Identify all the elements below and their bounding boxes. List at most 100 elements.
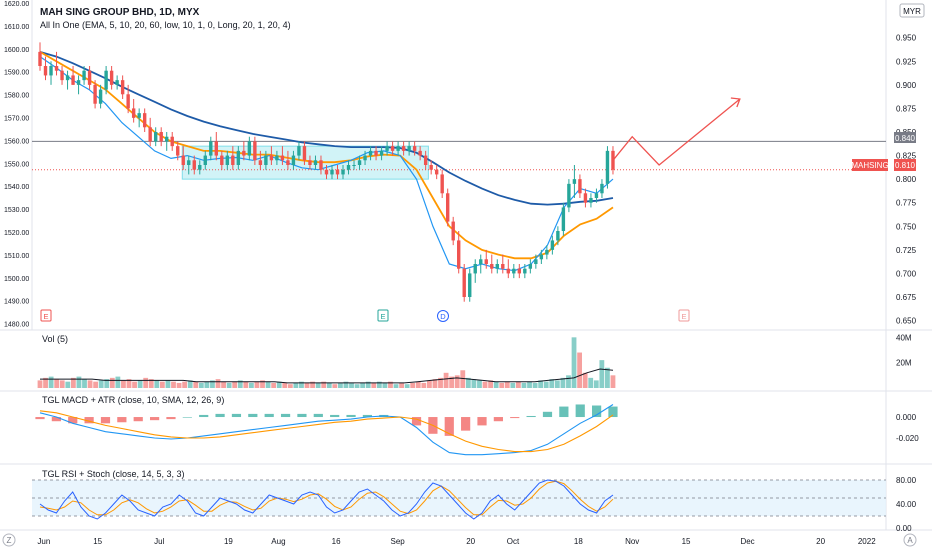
right-axis-tick: 0.725 (896, 246, 917, 255)
candle-body (512, 268, 516, 274)
macd-histogram-bar (526, 415, 536, 418)
macd-histogram-bar (362, 414, 373, 418)
volume-bar (343, 381, 349, 388)
candle-body (407, 146, 411, 151)
volume-bar (415, 381, 421, 388)
auto-scale-icon[interactable]: A (903, 533, 917, 547)
volume-bar (393, 384, 399, 388)
volume-ma-line (40, 368, 614, 384)
volume-bar (532, 382, 538, 388)
volume-pane[interactable] (37, 337, 616, 388)
candle-body (126, 94, 130, 109)
candle-body (165, 136, 169, 142)
event-marker-label: E (43, 312, 48, 321)
candle-body (423, 155, 428, 165)
svg-text:A: A (907, 536, 913, 545)
right-axis-tick: 0.700 (896, 269, 917, 278)
candle-body (142, 113, 147, 128)
candle-body (297, 146, 301, 156)
left-axis-tick: 1500.00 (4, 276, 29, 283)
volume-bar (265, 381, 271, 388)
candle-body (468, 273, 472, 297)
volume-bar (48, 376, 54, 388)
right-axis-tick: 0.800 (896, 175, 917, 184)
volume-bar (410, 382, 416, 388)
macd-histogram-bar (280, 413, 291, 418)
right-axis-tick: 0.825 (896, 152, 917, 161)
volume-bar (43, 377, 48, 388)
signal-line (39, 410, 614, 453)
candle-body (302, 146, 307, 161)
candle-body (71, 75, 75, 85)
currency-badge[interactable] (899, 3, 925, 18)
volume-bar (605, 367, 610, 388)
volume-bar (176, 382, 182, 388)
symbol-tag (852, 159, 888, 171)
candle-body (87, 70, 92, 85)
candle-body (269, 155, 274, 161)
candle-body (517, 268, 522, 274)
zoom-icon[interactable]: Z (2, 533, 16, 547)
resistance-price-label: 0.840 (895, 134, 916, 143)
candle-body (528, 264, 533, 269)
left-axis-tick: 1610.00 (4, 24, 29, 31)
volume-bar (432, 379, 438, 388)
right-axis-tick: 0.900 (896, 81, 917, 90)
volume-bar (287, 384, 293, 388)
volume-bar (549, 379, 555, 388)
candle-body (556, 231, 560, 241)
macd-histogram-bar (117, 417, 127, 423)
volume-bar (148, 379, 154, 388)
left-axis-tick: 1600.00 (4, 47, 29, 54)
candle-body (181, 155, 185, 165)
candle-body (534, 259, 538, 264)
candle-body (594, 193, 599, 198)
x-axis-tick: Oct (507, 537, 520, 546)
macd-histogram-bar (100, 417, 111, 424)
candle-body (434, 169, 439, 175)
candle-body (600, 183, 604, 194)
volume-bar (232, 381, 238, 388)
candle-body (363, 155, 367, 161)
macd-histogram-bar (313, 413, 323, 418)
candle-body (539, 254, 544, 260)
volume-bar (482, 381, 488, 388)
macd-histogram-bar (608, 406, 618, 418)
volume-bar (137, 380, 143, 388)
candle-body (187, 160, 191, 165)
volume-bar (599, 360, 605, 388)
candle-body (148, 127, 152, 142)
candle-body (385, 146, 389, 151)
volume-bar (371, 382, 377, 388)
event-marker-label: E (380, 312, 385, 321)
volume-bar (154, 380, 160, 388)
candle-body (578, 179, 582, 194)
volume-bar (293, 382, 299, 388)
candle-body (170, 136, 174, 147)
volume-bar (70, 377, 76, 388)
volume-bar (87, 380, 93, 388)
volume-bar (54, 379, 60, 388)
left-axis-tick: 1490.00 (4, 299, 29, 306)
rsi-pane[interactable] (32, 479, 886, 520)
candle-body (176, 146, 180, 156)
resistance-price-tag (894, 132, 916, 143)
x-axis-tick: 15 (682, 537, 691, 546)
right-axis-tick: 0.875 (896, 104, 917, 113)
indicator-label: All In One (EMA, 5, 10, 20, 60, low, 10,… (40, 20, 291, 30)
volume-bar (438, 377, 443, 388)
macd-histogram-bar (68, 417, 78, 424)
x-axis-tick: Sep (391, 537, 406, 546)
macd-pane[interactable] (35, 404, 618, 456)
rsi-axis-tick: 80.00 (896, 476, 917, 485)
last-price-label: 0.810 (895, 161, 916, 170)
macd-histogram-bar (35, 417, 45, 420)
candle-body (115, 80, 119, 85)
macd-histogram-bar (199, 414, 209, 418)
volume-bar (510, 382, 516, 388)
macd-histogram-bar (264, 413, 274, 418)
candle-body (286, 160, 290, 165)
candle-body (451, 221, 455, 241)
macd-axis-tick: 0.000 (896, 413, 917, 422)
